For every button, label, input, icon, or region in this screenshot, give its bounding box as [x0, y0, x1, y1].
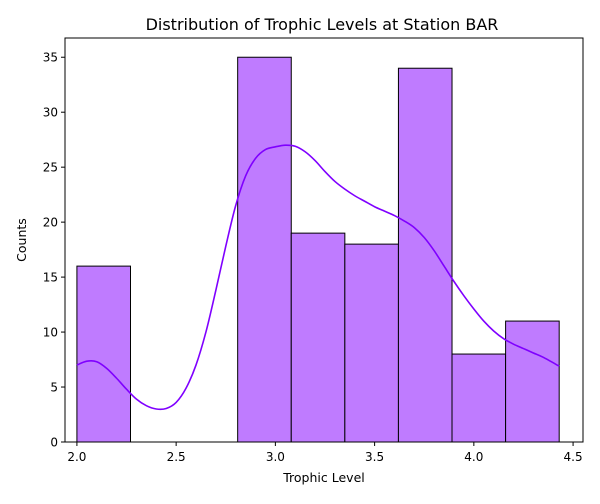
- histogram-bar-0: [76, 265, 132, 443]
- x-axis-ticks: 2.0 2.5 3.0 3.5 4.0 4.5: [67, 442, 583, 464]
- y-tick-label: 15: [43, 271, 58, 285]
- y-tick-label: 5: [50, 381, 58, 395]
- kde-layer: [76, 144, 560, 411]
- y-tick-label: 10: [43, 326, 58, 340]
- histogram-bar-7: [451, 353, 507, 443]
- y-tick-label: 25: [43, 161, 58, 175]
- x-tick-label: 3.0: [266, 450, 285, 464]
- plot-frame: [64, 37, 584, 443]
- histogram-bar-4: [290, 232, 346, 443]
- y-tick-label: 0: [50, 436, 58, 450]
- x-tick-label: 4.5: [564, 450, 583, 464]
- bars-layer: [76, 56, 560, 443]
- y-axis-ticks: 0 5 10 15 20 25 30 35: [43, 51, 65, 450]
- y-axis-label: Counts: [14, 218, 29, 262]
- histogram-bar-3: [237, 56, 292, 443]
- x-tick-label: 4.0: [464, 450, 483, 464]
- x-tick-label: 3.5: [365, 450, 384, 464]
- y-tick-label: 30: [43, 106, 58, 120]
- x-tick-label: 2.5: [167, 450, 186, 464]
- y-tick-label: 35: [43, 51, 58, 65]
- x-axis-label: Trophic Level: [282, 470, 364, 485]
- kde-curve: [76, 144, 560, 411]
- chart-title: Distribution of Trophic Levels at Statio…: [146, 15, 499, 34]
- y-tick-label: 20: [43, 216, 58, 230]
- histogram-bar-5: [344, 243, 399, 443]
- x-tick-label: 2.0: [67, 450, 86, 464]
- histogram-bar-8: [505, 320, 560, 443]
- histogram-bar-6: [397, 67, 453, 443]
